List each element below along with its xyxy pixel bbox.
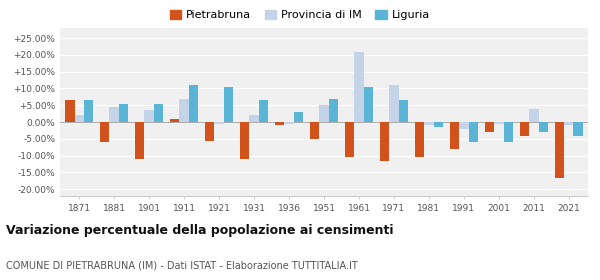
Bar [154, 104, 163, 122]
Bar [214, 122, 224, 124]
Bar [310, 122, 319, 139]
Bar [205, 122, 214, 141]
Bar [398, 100, 408, 122]
Bar [364, 87, 373, 122]
Bar [84, 100, 94, 122]
Bar [469, 122, 478, 142]
Bar [459, 122, 469, 129]
Bar [135, 122, 145, 159]
Bar [284, 122, 294, 124]
Bar [354, 52, 364, 122]
Bar [329, 99, 338, 122]
Legend: Pietrabruna, Provincia di IM, Liguria: Pietrabruna, Provincia di IM, Liguria [165, 6, 435, 25]
Bar [345, 122, 354, 157]
Bar [494, 122, 503, 124]
Bar [485, 122, 494, 132]
Bar [109, 107, 119, 122]
Bar [574, 122, 583, 136]
Bar [189, 85, 198, 122]
Text: Variazione percentuale della popolazione ai censimenti: Variazione percentuale della popolazione… [6, 224, 394, 237]
Bar [224, 87, 233, 122]
Bar [554, 122, 564, 178]
Bar [170, 119, 179, 122]
Bar [564, 122, 574, 125]
Bar [250, 115, 259, 122]
Bar [74, 115, 84, 122]
Bar [240, 122, 250, 159]
Bar [100, 122, 109, 142]
Bar [520, 122, 529, 136]
Bar [424, 122, 434, 125]
Bar [119, 104, 128, 122]
Bar [415, 122, 424, 157]
Bar [65, 100, 74, 122]
Bar [145, 110, 154, 122]
Bar [294, 112, 303, 122]
Bar [319, 105, 329, 122]
Bar [389, 85, 398, 122]
Bar [450, 122, 459, 149]
Bar [529, 109, 539, 122]
Bar [503, 122, 513, 142]
Bar [275, 122, 284, 125]
Bar [179, 99, 189, 122]
Bar [380, 122, 389, 161]
Bar [434, 122, 443, 127]
Text: COMUNE DI PIETRABRUNA (IM) - Dati ISTAT - Elaborazione TUTTITALIA.IT: COMUNE DI PIETRABRUNA (IM) - Dati ISTAT … [6, 260, 358, 270]
Bar [259, 100, 268, 122]
Bar [539, 122, 548, 132]
